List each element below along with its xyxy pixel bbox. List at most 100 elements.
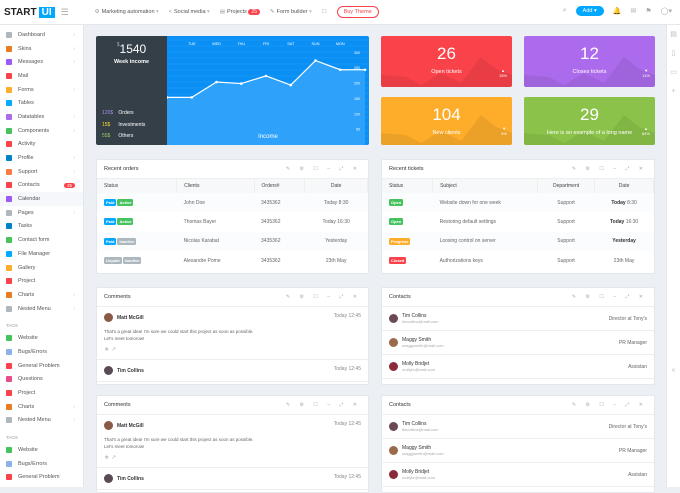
sidebar-item[interactable]: Bugs/Errors <box>0 457 83 471</box>
sidebar-item[interactable]: Nested Menu › <box>0 414 83 428</box>
comment-author[interactable]: Tim Collins <box>117 476 144 483</box>
nav-item[interactable]: ⚙ Marketing automation ▾ <box>95 9 159 15</box>
list-icon[interactable]: ▤ <box>670 31 677 38</box>
sidebar-item[interactable]: Messages › <box>0 55 83 69</box>
table-row[interactable]: Open Website down for one week Support Toda… <box>382 193 654 213</box>
table-row[interactable]: Progress Loosing control on server Support… <box>382 231 654 251</box>
column-header[interactable]: Date <box>304 179 368 193</box>
star-icon[interactable]: ★ <box>104 347 110 353</box>
nav-item[interactable]: < Social media ▾ <box>169 9 210 15</box>
panel-tools[interactable]: ✎ ⚙ ☐ – ⤢ ✕ <box>571 294 647 300</box>
sidebar-item[interactable]: Datatables › <box>0 110 83 124</box>
column-header[interactable]: Status <box>97 179 178 193</box>
stat-tile[interactable]: 104 New clients ▼ 5% <box>381 97 512 145</box>
column-header[interactable]: Department <box>537 179 596 193</box>
comment-author[interactable]: Tim Collins <box>117 368 144 375</box>
sidebar-item[interactable]: Profile › <box>0 151 83 165</box>
column-header[interactable]: Orders# <box>254 179 306 193</box>
table-row[interactable]: Paid Active Thomas Bayer 3435362 Today 16:30 <box>97 212 368 231</box>
fullscreen-icon[interactable]: ☐ <box>321 9 327 15</box>
sidebar-item[interactable]: General Problem <box>0 471 83 485</box>
column-header[interactable]: Clients <box>176 179 255 193</box>
table-row[interactable]: Closed Authorizations keys Support 23th Ma… <box>382 251 654 270</box>
menu-icon <box>6 264 12 271</box>
contact-item[interactable]: Maggy Smith maggysmith@mail.com PR Manager <box>382 439 654 463</box>
contact-item[interactable]: Molly Bridjet mollybr@mail.com Assistan <box>382 355 654 379</box>
stat-tile[interactable]: 26 Open tickets ▲ 15% <box>381 36 512 87</box>
sidebar-item[interactable]: Forms › <box>0 83 83 97</box>
sidebar-item[interactable]: Components › <box>0 124 83 138</box>
logo[interactable]: START UI <box>4 6 55 18</box>
sidebar-item-label: Mail <box>18 72 29 79</box>
chart-title: Income <box>258 134 278 140</box>
comment-author[interactable]: Matt McGill <box>117 315 144 322</box>
table-row[interactable]: Open Restoring default settings Support Tod… <box>382 212 654 231</box>
table-row[interactable]: Paid Active John Doe 3435362 Today 8:30 <box>97 193 368 213</box>
currency: $ <box>116 42 120 48</box>
sidebar-item[interactable]: Contact form <box>0 233 83 247</box>
panel-tools[interactable]: ✎ ⚙ ☐ – ⤢ ✕ <box>285 166 361 172</box>
card-icon[interactable]: ▭ <box>670 69 677 76</box>
sidebar-item[interactable]: Website <box>0 443 83 457</box>
subject-cell: Website down for one week <box>432 193 538 213</box>
sidebar-item[interactable]: Skins › <box>0 42 83 56</box>
user-avatar-icon[interactable]: ◯▾ <box>660 8 672 15</box>
sidebar-item[interactable]: Mail <box>0 69 83 83</box>
comment-item: Matt McGill Today 12:45 That's a great id… <box>97 415 368 468</box>
sidebar-item[interactable]: Pages › <box>0 206 83 220</box>
sidebar-item[interactable]: Project <box>0 274 83 288</box>
add-button[interactable]: Add ▾ <box>575 6 604 16</box>
file-icon[interactable]: ▯ <box>671 50 676 57</box>
panel-tools[interactable]: ✎ ⚙ ☐ – ⤢ ✕ <box>571 402 647 408</box>
flag-icon[interactable]: ⚑ <box>645 8 652 15</box>
stat-tile[interactable]: 12 Closes tickets ▼ 11% <box>524 36 655 87</box>
messages-icon[interactable]: ✉ <box>630 8 637 15</box>
column-header[interactable]: Date <box>594 179 654 193</box>
sidebar-item[interactable]: Support › <box>0 165 83 179</box>
nav-item[interactable]: ✎ Form builder ▾ <box>270 9 312 15</box>
search-icon[interactable]: ⌕ <box>562 7 567 14</box>
table-row[interactable]: Paid Inactive Nicolas Karabat 3435362 Yester… <box>97 231 368 251</box>
contact-item[interactable]: Tim Collins timcollins@mail.com Director a… <box>382 415 654 439</box>
sidebar-item[interactable]: Charts › <box>0 400 83 414</box>
sidebar-item[interactable]: Dashboard › <box>0 28 83 42</box>
sidebar-item[interactable]: Website <box>0 331 83 345</box>
notifications-icon[interactable]: 🔔 <box>612 8 622 15</box>
sidebar-item[interactable]: Contacts 35 <box>0 179 83 193</box>
table-row[interactable]: Unpaid Inactive Alexandre Pome 3435362 23th … <box>97 251 368 270</box>
nav-item[interactable]: ▤ Projects 25 <box>220 9 260 15</box>
sidebar-item[interactable]: Nested Menu › <box>0 302 83 316</box>
comment-author[interactable]: Matt McGill <box>117 423 144 430</box>
stat-tile[interactable]: 29 Here is an example of a long name ▲ 84% <box>524 97 655 145</box>
status-label: Inactive <box>117 237 137 245</box>
sidebar-item[interactable]: Bugs/Errors <box>0 345 83 359</box>
contact-item[interactable]: Maggy Smith maggysmith@mail.com PR Manager <box>382 331 654 355</box>
contact-item[interactable]: Molly Bridjet mollybr@mail.com Assistan <box>382 463 654 487</box>
sidebar-item[interactable]: Project <box>0 386 83 400</box>
panel-tools[interactable]: ✎ ⚙ ☐ – ⤢ ✕ <box>285 402 361 408</box>
plus-icon[interactable]: + <box>671 88 676 95</box>
logo-badge: UI <box>38 6 55 18</box>
buy-theme-button[interactable]: Buy Theme <box>336 6 379 18</box>
contact-item[interactable]: Tim Collins timcollins@mail.com Director a… <box>382 307 654 331</box>
sidebar-item[interactable]: Gallery <box>0 261 83 275</box>
star-icon[interactable]: ★ <box>104 455 110 461</box>
sidebar-item[interactable]: Activity <box>0 138 83 152</box>
sidebar-item[interactable]: General Problem <box>0 359 83 373</box>
hamburger-menu-icon[interactable]: ☰ <box>60 6 69 17</box>
column-header[interactable]: Status <box>382 179 434 193</box>
status-label: Closed <box>389 257 407 265</box>
panel-tools[interactable]: ✎ ⚙ ☐ – ⤢ ✕ <box>285 294 361 300</box>
collapse-icon[interactable]: « <box>671 367 676 374</box>
column-header[interactable]: Subject <box>432 179 538 193</box>
sidebar-item[interactable]: Charts › <box>0 288 83 302</box>
sidebar-item[interactable]: Questions <box>0 373 83 387</box>
panel-tools[interactable]: ✎ ⚙ ☐ – ⤢ ✕ <box>571 166 647 172</box>
sidebar-item[interactable]: Calendar <box>0 192 83 206</box>
sidebar-item[interactable]: Tasks <box>0 220 83 234</box>
share-icon[interactable]: ↗ <box>111 347 117 353</box>
sidebar-item[interactable]: Tables <box>0 96 83 110</box>
share-icon[interactable]: ↗ <box>111 455 117 461</box>
comment-time: Today 12:45 <box>333 474 361 480</box>
sidebar-item[interactable]: File Manager <box>0 247 83 261</box>
